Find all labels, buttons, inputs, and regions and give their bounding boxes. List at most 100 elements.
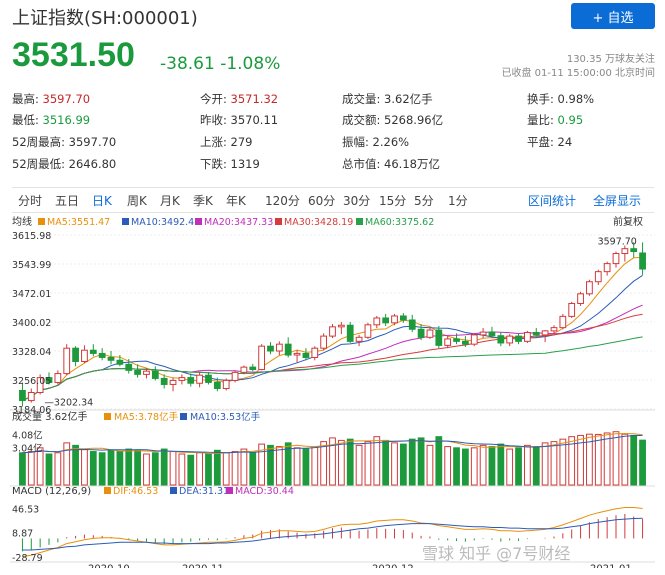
volume-bar xyxy=(320,441,328,486)
quote-label: 换手: xyxy=(527,92,554,106)
candle-body xyxy=(594,271,602,283)
tab-1[interactable]: 五日 xyxy=(55,194,80,208)
quote-value: 2646.80 xyxy=(65,157,117,171)
quote-item: 成交量: 3.62亿手 xyxy=(342,91,433,107)
date-label: 2020-11 xyxy=(182,563,224,568)
candle-body xyxy=(408,319,416,330)
candle-body xyxy=(391,315,398,324)
candle-body xyxy=(45,377,53,383)
candle-body xyxy=(488,331,496,337)
quote-value: 3570.11 xyxy=(226,113,279,127)
range-stats-link[interactable]: 区间统计 xyxy=(528,194,577,208)
price-tick-label: 3472.01 xyxy=(12,289,51,300)
volume-bar xyxy=(205,453,212,486)
candle-body xyxy=(27,392,35,402)
volume-bar xyxy=(45,453,53,486)
candle-body xyxy=(506,335,514,344)
quote-value: 279 xyxy=(226,135,253,149)
volume-bar xyxy=(222,452,230,486)
kline-chart[interactable]: 雪球 知乎 @7号财经 3615.98 3543.99 3472.01 3400.02 3… xyxy=(10,213,655,574)
candle-body xyxy=(364,324,372,338)
followers-count: 130.35 万球友关注 xyxy=(566,54,655,65)
candle-body xyxy=(267,345,274,352)
volume-bar xyxy=(169,451,177,486)
watermark: 雪球 知乎 @7号财经 xyxy=(422,544,570,563)
tab-7[interactable]: 120分 xyxy=(265,194,300,208)
volume-bar xyxy=(63,442,71,486)
quote-label: 昨收: xyxy=(200,113,227,127)
tab-11[interactable]: 5分 xyxy=(414,194,434,208)
price-tick-label: 3615.98 xyxy=(12,231,51,242)
volume-bar xyxy=(81,448,88,486)
candle-body xyxy=(444,338,452,346)
macd-dea-line xyxy=(22,517,643,551)
tab-0[interactable]: 分时 xyxy=(18,194,43,208)
tab-10[interactable]: 15分 xyxy=(379,194,407,208)
quote-label: 振幅: xyxy=(342,135,369,149)
volume-bar xyxy=(293,447,301,486)
candle-body xyxy=(630,248,638,253)
volume-bar xyxy=(107,449,115,486)
candle-body xyxy=(240,366,248,373)
volume-bar xyxy=(178,453,186,486)
volume-bar xyxy=(196,452,203,486)
add-to-watchlist-button[interactable]: + 自选 xyxy=(571,3,655,29)
quote-item: 成交额: 5268.96亿 xyxy=(342,112,443,128)
candle-body xyxy=(497,335,505,344)
volume-bar xyxy=(72,444,79,486)
tab-6[interactable]: 年K xyxy=(226,194,246,208)
period-tabs: 分时 五日 日K 周K 月K 季K 年K 120分 60分 30分 15分 5分 1分 区间统计 全屏显示 xyxy=(12,187,654,213)
candle-body xyxy=(479,331,487,336)
candle-body xyxy=(249,366,257,371)
ma-legend-value: MA20:3437.33 xyxy=(204,217,273,228)
volume-bar xyxy=(267,444,274,486)
candle-body xyxy=(196,374,203,384)
tab-4[interactable]: 月K xyxy=(160,194,180,208)
candle-body xyxy=(399,315,407,321)
volume-bar xyxy=(408,438,416,486)
candle-body xyxy=(337,324,345,328)
volume-bar xyxy=(134,449,141,486)
macd-legend-swatch xyxy=(170,487,177,494)
tab-2[interactable]: 日K xyxy=(92,194,112,208)
macd-legend-value: DIF:46.53 xyxy=(113,486,158,497)
chart-svg[interactable]: 雪球 知乎 @7号财经 3615.98 3543.99 3472.01 3400.02 3… xyxy=(10,213,655,574)
tab-9[interactable]: 30分 xyxy=(343,194,371,208)
ma-legend-value: MA5:3551.47 xyxy=(47,217,110,228)
ma-legend-value: MA10:3492.42 xyxy=(131,217,200,228)
volume-ma-line xyxy=(22,434,643,454)
volume-bar xyxy=(550,441,558,486)
macd-legend-swatch xyxy=(104,487,111,494)
quote-value: 5268.96亿 xyxy=(380,113,444,127)
quote-value: 3.62亿手 xyxy=(380,92,433,106)
tab-12[interactable]: 1分 xyxy=(448,194,468,208)
tab-8[interactable]: 60分 xyxy=(308,194,336,208)
page-title: 上证指数(SH:000001) xyxy=(12,8,198,29)
quote-item: 52周最低: 2646.80 xyxy=(12,156,116,172)
ma-legend-swatch xyxy=(275,218,282,225)
tab-5[interactable]: 季K xyxy=(193,194,213,208)
candle-body xyxy=(63,347,71,375)
tab-3[interactable]: 周K xyxy=(127,194,147,208)
candle-body xyxy=(346,324,354,342)
volume-bar xyxy=(399,443,407,486)
candle-body xyxy=(586,281,593,295)
quote-label: 最高: xyxy=(12,92,39,106)
candle-body xyxy=(470,334,478,345)
macd-label: MACD (12,26,9) xyxy=(12,486,91,497)
quote-value: 3597.70 xyxy=(38,92,91,106)
date-label: 2020-10 xyxy=(88,563,130,568)
quote-label: 平盘: xyxy=(527,135,554,149)
volume-bar xyxy=(54,452,62,486)
volume-bar xyxy=(532,446,540,486)
volume-bar xyxy=(444,446,452,486)
fullscreen-link[interactable]: 全屏显示 xyxy=(593,194,642,208)
candle-body xyxy=(107,356,115,361)
candle-body xyxy=(462,340,469,345)
volume-bar xyxy=(364,441,372,486)
volume-bar xyxy=(621,433,629,486)
ma-legend-value: MA30:3428.19 xyxy=(284,217,353,228)
candle-body xyxy=(143,370,150,375)
volume-bar xyxy=(586,433,593,486)
candle-body xyxy=(355,336,363,342)
